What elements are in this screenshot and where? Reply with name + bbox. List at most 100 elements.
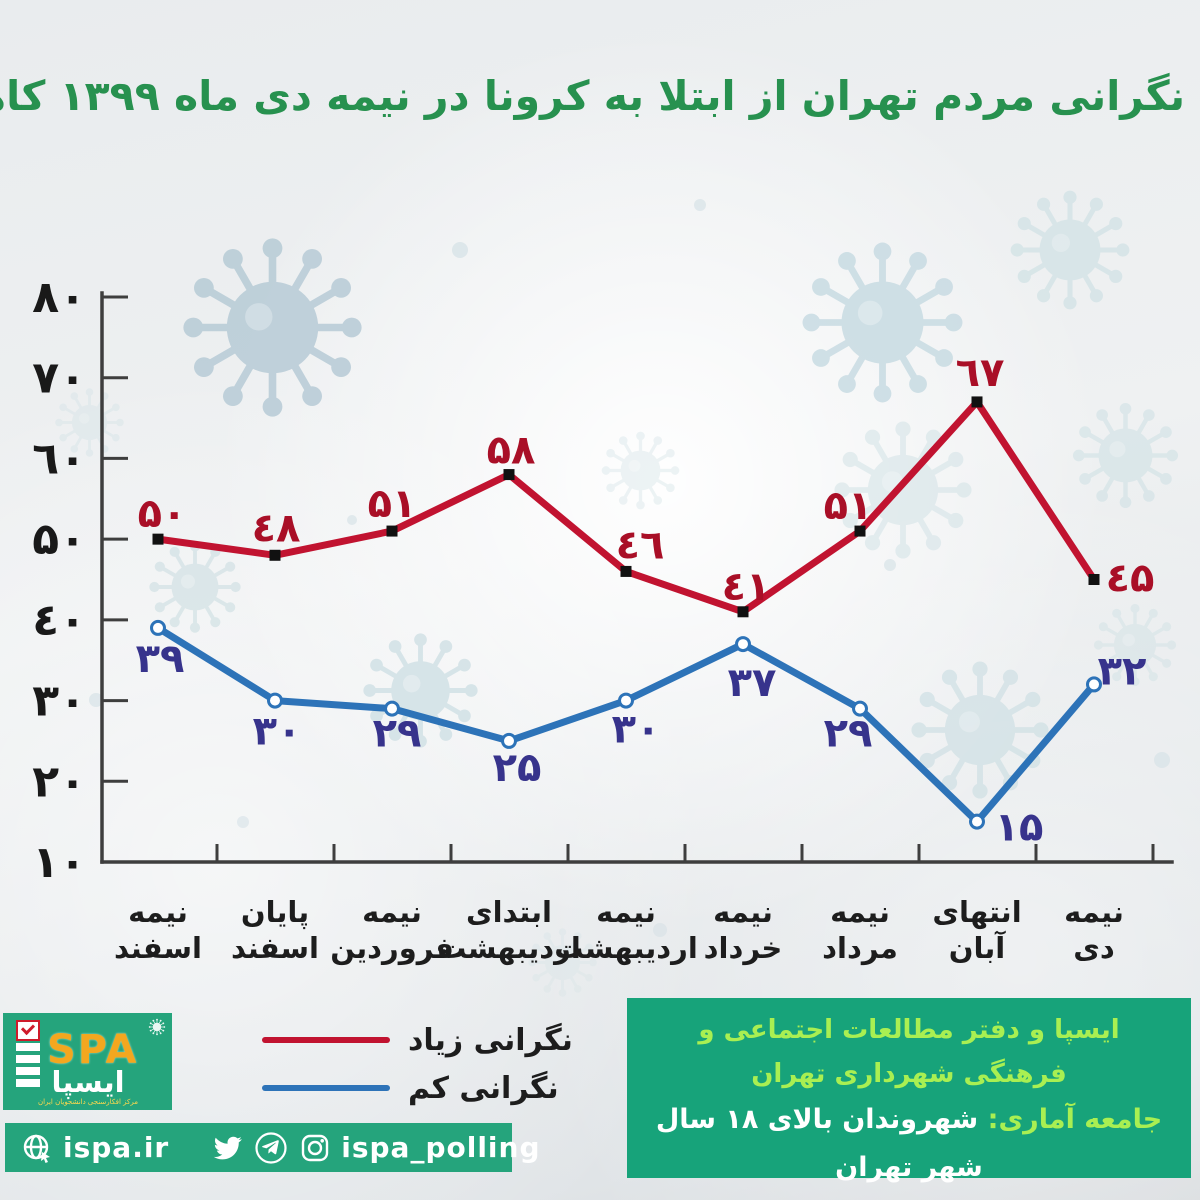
page-title: نگرانی مردم تهران از ابتلا به کرونا در ن… <box>0 72 1185 120</box>
dot-decoration <box>1154 752 1170 768</box>
data-point <box>384 700 400 717</box>
data-point-label: ۳۰ <box>253 709 302 755</box>
data-point <box>267 692 283 709</box>
info-waves-line: ۹ موج نظرسنجی، نیمه اسفند ۱۳۹۸ تا نیمه د… <box>653 1192 1165 1200</box>
y-tick-label: ۸۰ <box>32 272 86 323</box>
logo-bar <box>16 1079 40 1087</box>
logo-bar <box>16 1043 40 1051</box>
x-axis-label: نیمه <box>713 895 773 929</box>
data-point <box>503 469 515 481</box>
ispa-logo-latin: SPA <box>47 1027 139 1073</box>
website-link[interactable]: ispa.ir <box>63 1131 170 1164</box>
ispa-logo-persian: ایسپا <box>51 1065 125 1099</box>
x-axis-label: نیمه <box>596 895 656 929</box>
data-point <box>501 732 517 749</box>
info-population-line: جامعه آماری: شهروندان بالای ۱۸ سال شهر ت… <box>653 1096 1165 1192</box>
x-axis-label: آبان <box>949 930 1007 965</box>
x-axis-label: ابتدای <box>466 895 552 929</box>
dot-decoration <box>653 923 667 937</box>
data-point <box>269 549 281 561</box>
x-axis-label: فروردین <box>330 931 454 965</box>
x-axis-label: دی <box>1073 931 1114 965</box>
data-point-label: ٤٦ <box>616 522 665 568</box>
dot-decoration <box>237 816 249 828</box>
x-axis-label: اسفند <box>114 931 202 965</box>
y-tick-label: ۲۰ <box>32 756 86 807</box>
y-tick-label: ۱۰ <box>32 837 86 888</box>
x-axis-label: نیمه <box>362 895 422 929</box>
dot-decoration <box>347 515 357 525</box>
info-population-text: شهروندان بالای ۱۸ سال شهر تهران <box>655 1104 983 1183</box>
data-point <box>152 533 164 545</box>
virus-icon <box>148 1018 166 1036</box>
y-tick-label: ۷۰ <box>32 353 86 404</box>
dot-decoration <box>89 693 103 707</box>
info-box: ایسپا و دفتر مطالعات اجتماعی و فرهنگی شه… <box>627 998 1191 1200</box>
data-point-label: ۳۰ <box>612 707 661 753</box>
legend-label-low-concern: نگرانی کم <box>408 1070 559 1106</box>
legend-line-red <box>262 1037 390 1043</box>
data-point-label: ۲۹ <box>824 711 873 757</box>
data-point-label: ٦۷ <box>956 350 1005 396</box>
data-point <box>1088 574 1100 585</box>
data-point-label: ۳۲ <box>1098 648 1147 694</box>
instagram-icon[interactable] <box>299 1132 331 1164</box>
data-point-label: ۵۰ <box>138 491 187 537</box>
x-axis-label: خرداد <box>704 931 783 965</box>
data-point-label: ۳۷ <box>728 660 777 706</box>
x-axis-label: اردیبهشت <box>437 931 581 965</box>
data-point <box>737 606 749 618</box>
y-tick-label: ٤٠ <box>32 595 86 646</box>
data-point-label: ۵۸ <box>487 428 536 474</box>
data-point-label: ۲۵ <box>493 745 542 791</box>
telegram-icon[interactable] <box>253 1130 289 1166</box>
data-point <box>969 813 985 830</box>
data-point-label: ۳۹ <box>136 636 185 682</box>
data-point-label: ٤۵ <box>1106 556 1155 602</box>
ispa-logo: SPA ایسپا مرکز افکارسنجی دانشجویان ایران <box>3 1013 172 1110</box>
x-axis-label: نیمه <box>1064 895 1124 929</box>
data-point-label: ٤۸ <box>252 505 301 551</box>
chart-legend: نگرانی زیاد نگرانی کم <box>262 1016 573 1112</box>
data-point <box>1086 676 1102 693</box>
y-tick-label: ۵۰ <box>32 514 86 565</box>
dot-decoration <box>884 559 896 571</box>
info-population-label: جامعه آماری: <box>987 1104 1163 1135</box>
data-point <box>854 525 866 537</box>
data-point <box>971 396 983 408</box>
globe-icon <box>23 1134 50 1163</box>
data-point-label: ۵۱ <box>368 481 417 527</box>
legend-item-high-concern: نگرانی زیاد <box>262 1016 573 1064</box>
x-axis-label: نیمه <box>128 895 188 929</box>
legend-item-low-concern: نگرانی کم <box>262 1064 573 1112</box>
twitter-icon[interactable] <box>211 1133 245 1163</box>
y-tick-label: ۳۰ <box>32 676 86 727</box>
x-axis-label: اسفند <box>231 931 319 965</box>
logo-bar <box>16 1055 40 1063</box>
data-point <box>735 636 751 653</box>
data-point-label: ۱۵ <box>995 805 1044 851</box>
x-axis-label: مرداد <box>822 931 898 965</box>
data-point <box>150 619 166 636</box>
x-axis-label: پایان <box>241 895 309 930</box>
legend-label-high-concern: نگرانی زیاد <box>408 1022 573 1058</box>
social-bar: ispa.ir ispa_polling <box>5 1123 539 1172</box>
checkbox-icon <box>16 1020 40 1041</box>
x-axis-label: انتهای <box>932 895 1021 929</box>
dot-decoration <box>452 242 468 258</box>
data-point-label: ۲۹ <box>373 711 422 757</box>
x-axis-label: اردیبهشت <box>554 931 698 965</box>
logo-bar <box>16 1067 40 1075</box>
info-source-line: ایسپا و دفتر مطالعات اجتماعی و فرهنگی شه… <box>698 1015 1120 1089</box>
ispa-logo-subtitle: مرکز افکارسنجی دانشجویان ایران <box>38 1098 138 1106</box>
data-point <box>386 525 398 537</box>
social-handle[interactable]: ispa_polling <box>341 1131 541 1164</box>
y-tick-label: ٦٠ <box>32 433 86 484</box>
data-point <box>618 692 634 709</box>
data-point-label: ۵۱ <box>824 483 873 529</box>
dot-decoration <box>694 199 706 211</box>
data-point <box>852 700 868 717</box>
